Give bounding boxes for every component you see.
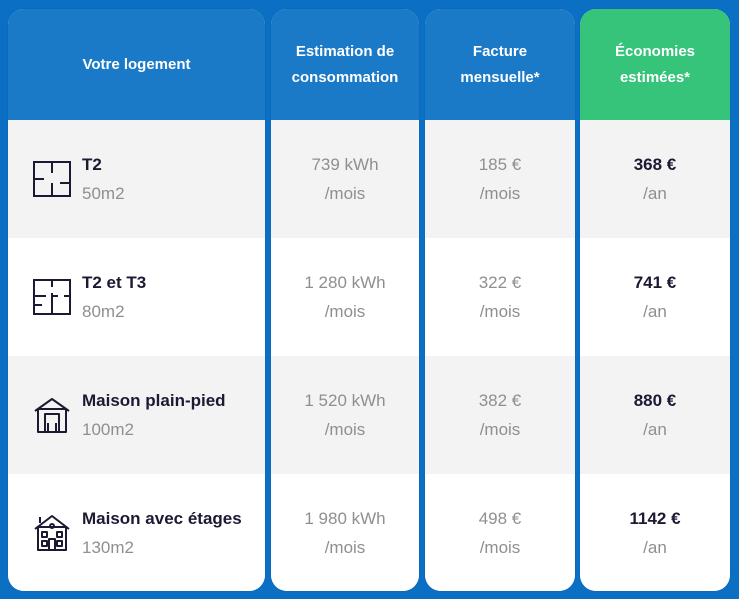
multi-storey-house-icon: [30, 511, 74, 555]
economies-unit: /an: [643, 302, 667, 321]
consommation-value: 1 980 kWh: [304, 509, 386, 528]
economies-value: 741 €: [633, 273, 677, 292]
economies-unit: /an: [643, 184, 667, 203]
consommation-unit: /mois: [324, 302, 366, 321]
facture-cell: 185 € /mois: [425, 120, 575, 238]
floorplan-small-icon: [30, 157, 74, 201]
header-economies-line2: estimées*: [619, 68, 691, 86]
header-logement-label: Votre logement: [82, 55, 191, 73]
logement-info: T2 et T3 80m2: [82, 268, 146, 326]
floorplan-large-icon: [30, 275, 74, 319]
consommation-cell: 1 520 kWh /mois: [271, 356, 419, 474]
header-economies: Économies estimées*: [580, 9, 730, 120]
consommation-cell: 1 280 kWh /mois: [271, 238, 419, 356]
facture-unit: /mois: [479, 420, 521, 439]
logement-info: Maison avec étages 130m2: [82, 504, 242, 562]
header-consommation-label: Estimation de consommation: [292, 39, 399, 91]
consommation-unit: /mois: [324, 420, 366, 439]
economies-unit: /an: [643, 420, 667, 439]
header-facture-line2: mensuelle*: [460, 68, 540, 86]
economies-cell: 741 € /an: [580, 238, 730, 356]
facture-cell: 382 € /mois: [425, 356, 575, 474]
economies-unit: /an: [643, 538, 667, 557]
consommation-value: 1 520 kWh: [304, 391, 386, 410]
logement-info: T2 50m2: [82, 150, 125, 208]
economies-value: 1142 €: [629, 509, 681, 528]
economies-cell: 368 € /an: [580, 120, 730, 238]
logement-title: Maison plain-pied: [82, 391, 226, 410]
facture-unit: /mois: [479, 302, 521, 321]
logement-row: Maison avec étages 130m2: [8, 474, 265, 591]
economies-cell: 880 € /an: [580, 356, 730, 474]
facture-value: 382 €: [478, 391, 522, 410]
facture-value: 322 €: [478, 273, 522, 292]
logement-size: 130m2: [82, 538, 134, 557]
economies-value: 880 €: [633, 391, 677, 410]
facture-unit: /mois: [479, 538, 521, 557]
facture-cell: 322 € /mois: [425, 238, 575, 356]
header-logement: Votre logement: [8, 9, 265, 120]
facture-cell: 498 € /mois: [425, 474, 575, 591]
consommation-value: 739 kWh: [311, 155, 379, 174]
header-consommation: Estimation de consommation: [271, 9, 419, 120]
consommation-unit: /mois: [324, 538, 366, 557]
logement-row: T2 50m2: [8, 120, 265, 238]
header-economies-label: Économies estimées*: [615, 39, 695, 91]
logement-info: Maison plain-pied 100m2: [82, 386, 226, 444]
header-consommation-line1: Estimation de: [295, 42, 395, 60]
header-consommation-line2: consommation: [291, 68, 399, 86]
logement-size: 80m2: [82, 302, 125, 321]
header-facture: Facture mensuelle*: [425, 9, 575, 120]
economies-cell: 1142 € /an: [580, 474, 730, 591]
economies-value: 368 €: [633, 155, 677, 174]
logement-title: T2: [82, 155, 102, 174]
logement-size: 50m2: [82, 184, 125, 203]
column-logement: Votre logement T2 50m2: [8, 9, 265, 591]
logement-title: T2 et T3: [82, 273, 147, 292]
facture-unit: /mois: [479, 184, 521, 203]
header-economies-line1: Économies: [614, 42, 696, 60]
logement-title: Maison avec étages: [82, 509, 242, 528]
header-facture-line1: Facture: [472, 42, 528, 60]
consommation-cell: 1 980 kWh /mois: [271, 474, 419, 591]
logement-row: T2 et T3 80m2: [8, 238, 265, 356]
facture-value: 498 €: [478, 509, 522, 528]
header-facture-label: Facture mensuelle*: [460, 39, 539, 91]
logement-row: Maison plain-pied 100m2: [8, 356, 265, 474]
column-economies: Économies estimées* 368 € /an 741 € /an …: [580, 9, 730, 591]
single-storey-house-icon: [30, 393, 74, 437]
column-facture: Facture mensuelle* 185 € /mois 322 € /mo…: [425, 9, 575, 591]
consommation-unit: /mois: [324, 184, 366, 203]
consommation-value: 1 280 kWh: [304, 273, 386, 292]
logement-size: 100m2: [82, 420, 134, 439]
column-consommation: Estimation de consommation 739 kWh /mois…: [271, 9, 419, 591]
facture-value: 185 €: [478, 155, 522, 174]
consommation-cell: 739 kWh /mois: [271, 120, 419, 238]
